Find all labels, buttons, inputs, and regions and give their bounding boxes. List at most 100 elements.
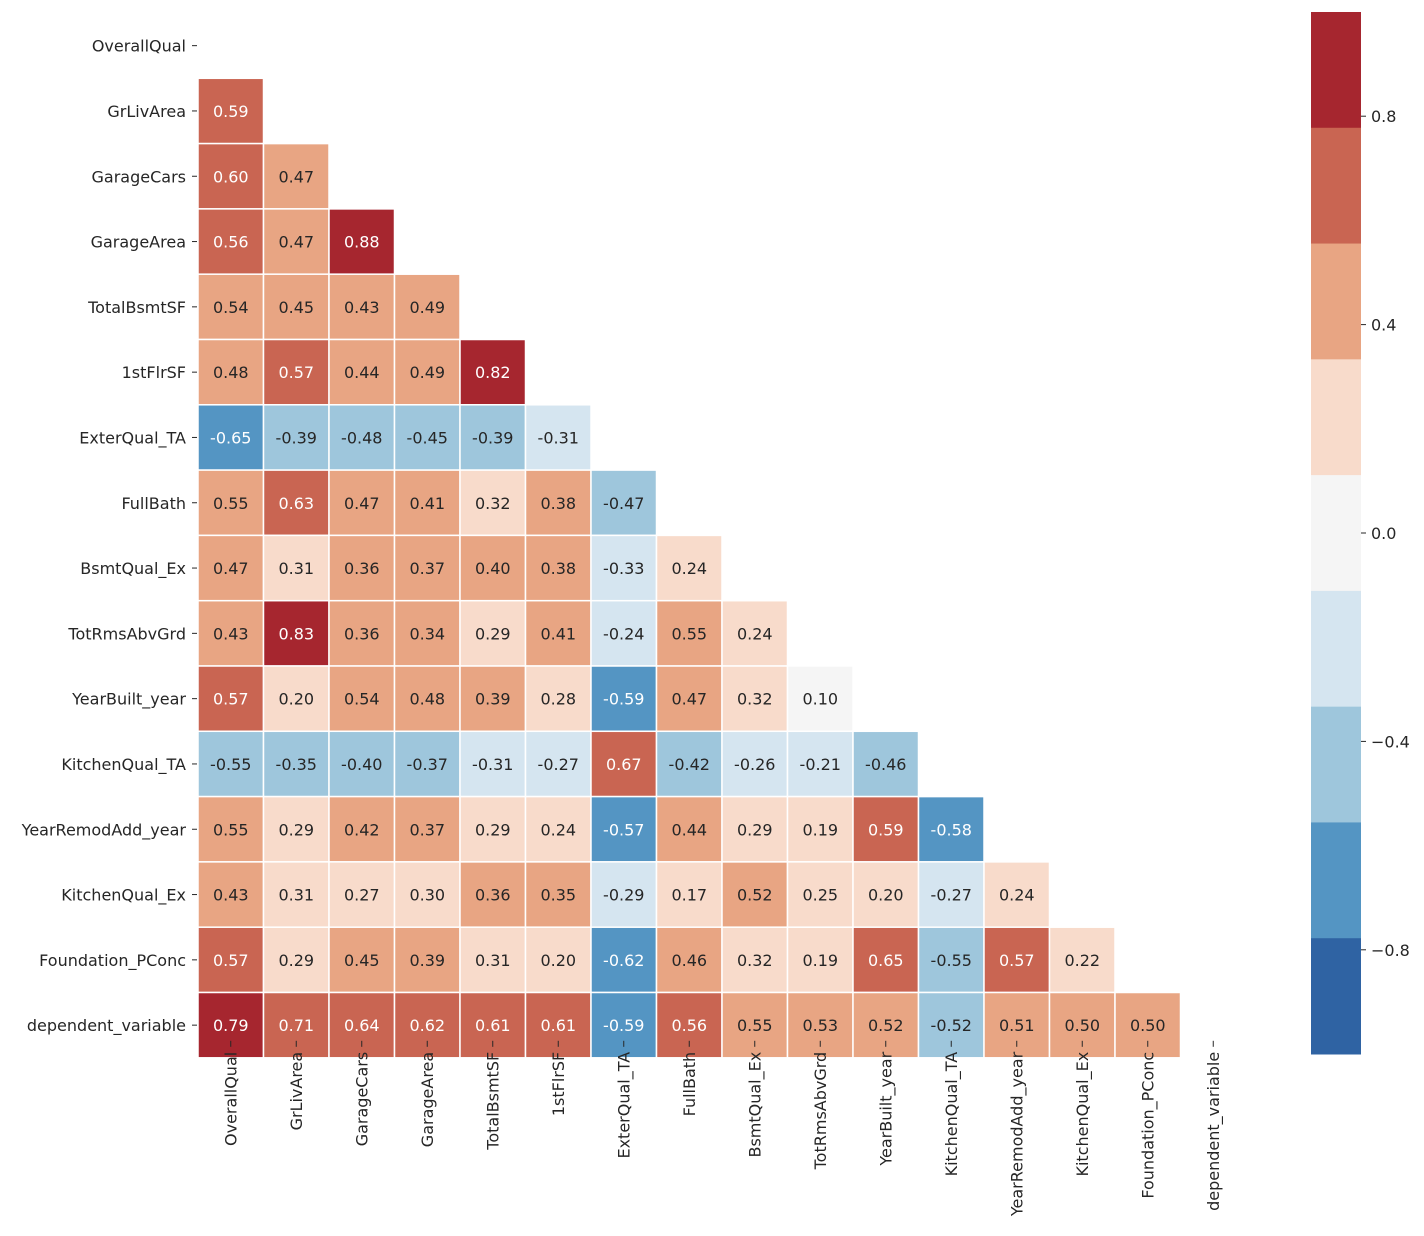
cell-value-label: -0.33: [603, 559, 644, 578]
heatmap-cell: [328, 665, 396, 733]
heatmap-cell: [983, 861, 1051, 928]
cell-value-label: 0.41: [540, 624, 576, 643]
cell-value-label: -0.57: [603, 820, 644, 839]
cell-value-label: 0.59: [213, 102, 249, 121]
heatmap-cell: [655, 795, 723, 863]
heatmap-cell: [590, 599, 658, 667]
heatmap-cell: [524, 926, 592, 994]
x-tick-label: dependent_variable: [1204, 1052, 1224, 1211]
cell-value-label: 0.55: [737, 1016, 773, 1035]
heatmap-cell: [328, 404, 396, 471]
x-tick-label: YearRemodAdd_year: [1008, 1051, 1028, 1217]
heatmap-cell: [655, 534, 723, 602]
heatmap-cell: [852, 926, 920, 994]
heatmap-cell: [262, 665, 330, 733]
y-tick-label: OverallQual: [92, 37, 186, 56]
heatmap-cell: [721, 795, 789, 863]
heatmap-cell: [393, 599, 461, 667]
heatmap-cell: [917, 795, 985, 863]
cell-value-label: -0.24: [603, 624, 644, 643]
heatmap-cell: [262, 404, 330, 471]
heatmap-cell: [721, 861, 789, 928]
cell-value-label: -0.52: [931, 1016, 972, 1035]
cell-value-label: 0.47: [671, 690, 707, 709]
heatmap-cell: [262, 991, 330, 1059]
heatmap-cell: [262, 338, 330, 406]
heatmap-cell: [524, 404, 592, 471]
heatmap-cell: [328, 534, 396, 602]
cell-value-label: 0.29: [475, 820, 511, 839]
y-tick-label: 1stFlrSF: [122, 363, 186, 382]
heatmap-cell: [393, 404, 461, 471]
cell-value-label: 0.61: [475, 1016, 511, 1035]
y-tick-label: TotRmsAbvGrd: [67, 624, 186, 643]
cell-value-label: 0.46: [671, 951, 707, 970]
cell-value-label: -0.45: [407, 428, 448, 447]
heatmap-cell: [393, 795, 461, 863]
heatmap-cell: [459, 665, 527, 733]
heatmap-cell: [524, 991, 592, 1059]
y-tick-label: GarageArea: [91, 233, 186, 252]
cell-value-label: 0.43: [213, 624, 249, 643]
cell-value-label: 0.10: [802, 690, 838, 709]
cell-value-label: 0.71: [278, 1016, 314, 1035]
heatmap-cell: [1048, 991, 1116, 1059]
cell-value-label: 0.54: [213, 298, 249, 317]
cell-value-label: 0.39: [409, 951, 445, 970]
heatmap-cell: [1114, 991, 1182, 1059]
heatmap-cell: [262, 795, 330, 863]
heatmap-cell: [459, 861, 527, 928]
cell-value-label: 0.24: [737, 624, 773, 643]
cell-value-label: 0.24: [540, 820, 576, 839]
heatmap-cell: [852, 795, 920, 863]
cell-value-label: 0.30: [409, 886, 445, 905]
colorbar-tick-label: 0.8: [1371, 107, 1396, 126]
cell-value-label: -0.48: [341, 428, 382, 447]
cell-value-label: -0.27: [931, 886, 972, 905]
cell-value-label: 0.36: [475, 886, 511, 905]
x-tick-label: BsmtQual_Ex: [746, 1052, 766, 1158]
cell-value-label: 0.55: [671, 624, 707, 643]
cell-value-label: 0.63: [278, 494, 314, 513]
cell-value-label: 0.38: [540, 559, 576, 578]
heatmap-cell: [852, 861, 920, 928]
cell-value-label: 0.62: [409, 1016, 445, 1035]
heatmap-cell: [524, 599, 592, 667]
cell-value-label: 0.57: [278, 363, 314, 382]
heatmap-cell: [786, 861, 854, 928]
cell-value-label: -0.31: [472, 755, 513, 774]
heatmap-cell: [197, 665, 265, 733]
heatmap-cell: [197, 469, 265, 537]
x-tick-label: Foundation_PConc: [1139, 1052, 1159, 1199]
colorbar-segment: [1311, 243, 1361, 360]
cell-value-label: -0.39: [276, 428, 317, 447]
colorbar-tick-label: −0.8: [1371, 941, 1410, 960]
cell-value-label: 0.40: [475, 559, 511, 578]
x-tick-label: TotRmsAbvGrd: [811, 1052, 830, 1171]
heatmap-cell: [393, 991, 461, 1059]
heatmap-cell: [786, 665, 854, 733]
heatmap-cell: [655, 926, 723, 994]
cell-value-label: 0.45: [278, 298, 314, 317]
colorbar-segment: [1311, 590, 1361, 708]
heatmap-cell: [721, 665, 789, 733]
heatmap-cell: [197, 77, 265, 145]
heatmap-cell: [393, 926, 461, 994]
x-tick-label: FullBath: [680, 1052, 699, 1117]
cell-value-label: 0.27: [344, 886, 380, 905]
x-tick-label: GarageArea: [418, 1052, 437, 1147]
cell-value-label: 0.31: [475, 951, 511, 970]
cell-value-label: 0.19: [802, 820, 838, 839]
cell-value-label: 0.34: [409, 624, 445, 643]
cell-value-label: 0.37: [409, 820, 445, 839]
heatmap-cell: [983, 991, 1051, 1059]
cell-value-label: -0.55: [210, 755, 251, 774]
heatmap-cell: [524, 795, 592, 863]
y-tick-label: ExterQual_TA: [79, 428, 186, 448]
cell-value-label: 0.43: [213, 886, 249, 905]
cell-value-label: 0.38: [540, 494, 576, 513]
heatmap-cell: [393, 861, 461, 928]
cell-value-label: 0.17: [671, 886, 707, 905]
heatmap-cell: [393, 665, 461, 733]
heatmap-cell: [328, 991, 396, 1059]
